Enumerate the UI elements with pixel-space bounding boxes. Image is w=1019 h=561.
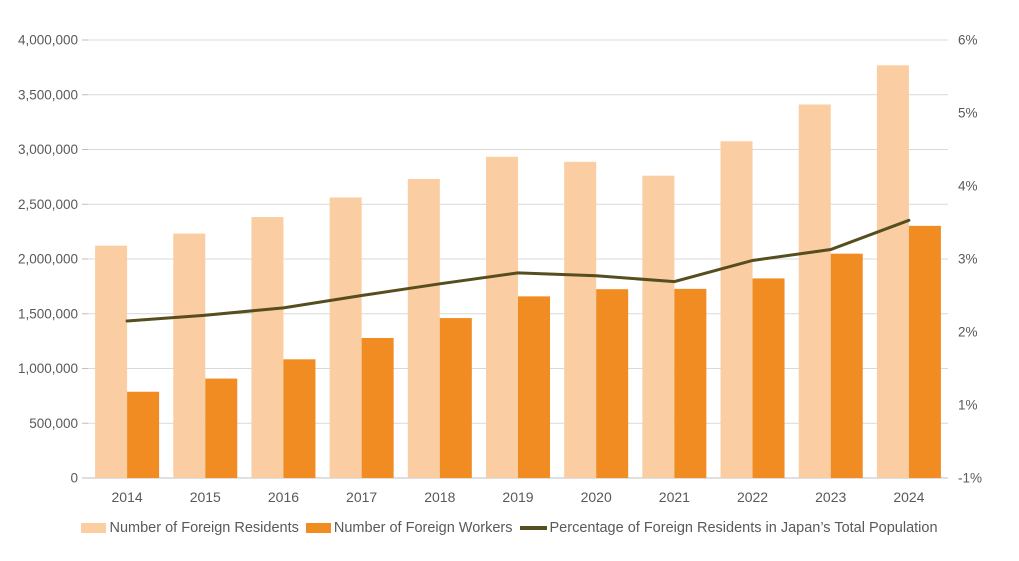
left-axis-label: 1,000,000	[18, 361, 78, 376]
residents-bar	[798, 104, 831, 479]
left-axis-label: 500,000	[29, 416, 78, 431]
left-axis-label: 3,500,000	[18, 87, 78, 102]
x-axis-year-label: 2019	[502, 489, 533, 505]
workers-bar	[596, 289, 629, 478]
right-axis-label: -1%	[958, 471, 982, 486]
residents-bar	[720, 141, 753, 479]
workers-swatch-icon	[305, 523, 331, 533]
workers-bar	[518, 296, 550, 478]
residents-bar	[486, 156, 518, 478]
x-axis-year-label: 2014	[112, 489, 143, 505]
workers-bar	[205, 378, 238, 478]
percentage-line	[125, 218, 911, 323]
residents-bar	[251, 217, 284, 478]
workers-bar	[830, 253, 863, 478]
chart-legend: Number of Foreign Residents Number of Fo…	[0, 520, 1019, 536]
workers-bar	[752, 278, 785, 478]
x-axis-year-label: 2022	[737, 489, 768, 505]
residents-swatch-icon	[81, 523, 107, 533]
workers-bar	[283, 359, 316, 478]
right-axis-label: 6%	[958, 33, 978, 48]
workers-bar	[439, 318, 472, 478]
residents-bar	[95, 245, 128, 478]
x-axis-year-label: 2021	[659, 489, 690, 505]
residents-bar	[407, 178, 440, 478]
residents-bar	[876, 65, 909, 478]
x-axis-year-label: 2018	[424, 489, 455, 505]
workers-bar	[361, 337, 394, 478]
legend-label-foreign-residents: Number of Foreign Residents	[109, 520, 299, 536]
left-axis-label: 4,000,000	[18, 33, 78, 48]
legend-label-percentage: Percentage of Foreign Residents in Japan…	[549, 520, 938, 536]
right-axis-label: 5%	[958, 106, 978, 121]
x-axis-year-label: 2020	[581, 489, 612, 505]
right-axis-label: 3%	[958, 252, 978, 267]
left-axis-label: 2,500,000	[18, 197, 78, 212]
percentage-line-swatch-icon	[519, 526, 547, 530]
x-axis-year-label: 2015	[190, 489, 221, 505]
x-axis-year-label: 2017	[346, 489, 377, 505]
right-axis-label: 4%	[958, 179, 978, 194]
chart-plot-area: 4,000,000 3,500,000 3,000,000 2,500,000 2,00…	[18, 33, 982, 506]
legend-item-percentage-line: Percentage of Foreign Residents in Japan…	[519, 520, 938, 536]
legend-label-foreign-workers: Number of Foreign Workers	[333, 520, 513, 536]
workers-bar	[674, 288, 707, 478]
left-axis-label: 3,000,000	[18, 142, 78, 157]
legend-item-foreign-workers: Number of Foreign Workers	[305, 520, 513, 536]
x-axis-year-label: 2016	[268, 489, 299, 505]
x-axis-year-label: 2024	[893, 489, 924, 505]
residents-bar	[329, 197, 362, 478]
residents-bar	[642, 175, 675, 479]
x-axis-year-label: 2023	[815, 489, 846, 505]
right-axis-label: 1%	[958, 398, 978, 413]
left-axis-label: 0	[70, 471, 78, 486]
workers-bar	[908, 225, 941, 478]
residents-bar	[564, 161, 597, 479]
legend-item-foreign-residents: Number of Foreign Residents	[81, 520, 299, 536]
residents-bar	[173, 233, 206, 478]
right-axis-label: 2%	[958, 325, 978, 340]
left-axis-label: 1,500,000	[18, 306, 78, 321]
workers-bar	[127, 391, 160, 478]
left-axis-label: 2,000,000	[18, 252, 78, 267]
